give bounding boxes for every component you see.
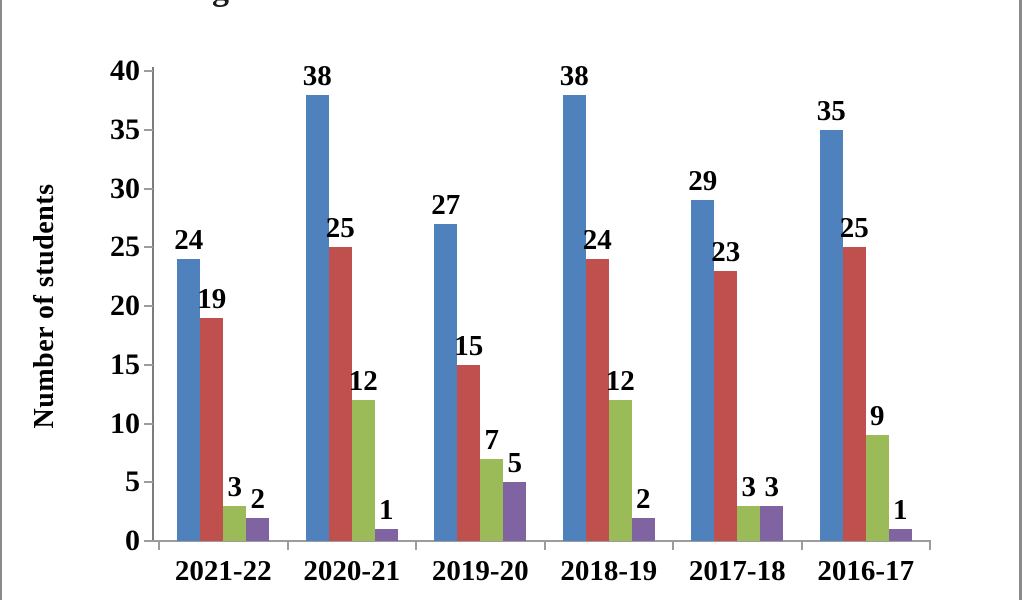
y-tick-label-10: 10 (110, 406, 140, 440)
bar-red-2018-19 (585, 259, 609, 541)
x-axis-label-2017-18: 2017-18 (688, 555, 786, 587)
bar-blue-2021-22 (177, 259, 201, 541)
y-tick-label-15: 15 (110, 347, 140, 381)
data-label-green-2021-22: 3 (227, 470, 243, 503)
bar-red-2016-17 (842, 247, 866, 541)
bar-purple-2016-17 (888, 529, 912, 541)
data-label-green-2020-21: 12 (348, 365, 378, 397)
data-label-purple-2018-19: 2 (636, 482, 651, 515)
data-label-blue-2017-18: 29 (688, 165, 718, 198)
y-tick-label-5: 5 (125, 465, 140, 499)
bar-green-2016-17 (865, 435, 889, 541)
x-tick-6 (929, 541, 931, 550)
bar-blue-2017-18 (691, 200, 715, 541)
bar-blue-2016-17 (819, 129, 843, 541)
bar-purple-2020-21 (374, 529, 398, 541)
y-tick-25 (144, 246, 153, 249)
y-tick-label-0: 0 (125, 524, 140, 557)
x-axis-label-2020-21: 2020-21 (303, 555, 401, 587)
x-tick-1 (286, 541, 289, 550)
data-label-purple-2017-18: 3 (764, 470, 780, 503)
y-tick-10 (144, 422, 153, 425)
bar-green-2017-18 (737, 505, 761, 541)
x-tick-0 (158, 541, 160, 550)
data-label-red-2021-22: 19 (197, 282, 227, 315)
data-label-blue-2016-17: 35 (816, 94, 846, 127)
bar-green-2018-19 (608, 400, 632, 541)
y-tick-0 (144, 540, 153, 542)
bar-red-2021-22 (200, 317, 224, 541)
x-tick-3 (543, 541, 546, 550)
data-label-purple-2020-21: 1 (379, 494, 394, 527)
x-tick-2 (415, 541, 417, 550)
bar-green-2019-20 (480, 458, 504, 541)
bar-green-2020-21 (351, 400, 375, 541)
bar-purple-2019-20 (503, 482, 527, 541)
x-axis-label-2019-20: 2019-20 (431, 555, 529, 587)
data-label-red-2018-19: 24 (582, 224, 612, 256)
bar-red-2020-21 (328, 247, 352, 541)
data-label-red-2019-20: 15 (454, 329, 484, 362)
x-axis-label-2021-22: 2021-22 (174, 555, 272, 587)
data-label-blue-2019-20: 27 (431, 188, 461, 221)
data-label-purple-2021-22: 2 (250, 482, 266, 515)
y-axis-title: Number of students (29, 183, 60, 429)
data-label-purple-2016-17: 1 (893, 494, 908, 527)
data-label-red-2020-21: 25 (325, 212, 355, 245)
y-tick-30 (144, 187, 153, 190)
bar-red-2019-20 (457, 364, 481, 541)
bar-red-2017-18 (714, 270, 738, 541)
chart-title-fragment-text: g (212, 0, 229, 7)
x-tick-5 (800, 541, 803, 550)
data-label-green-2018-19: 12 (605, 365, 635, 397)
y-tick-label-20: 20 (110, 289, 140, 322)
y-tick-20 (144, 305, 153, 307)
bar-purple-2018-19 (631, 517, 655, 541)
data-label-blue-2018-19: 38 (559, 59, 589, 92)
data-label-green-2017-18: 3 (741, 470, 757, 503)
y-tick-label-35: 35 (110, 112, 140, 146)
bar-blue-2018-19 (562, 94, 586, 541)
bar-green-2021-22 (223, 505, 247, 541)
y-tick-5 (144, 481, 153, 484)
y-tick-15 (144, 363, 153, 366)
data-label-red-2016-17: 25 (839, 212, 869, 245)
data-label-blue-2021-22: 24 (174, 224, 204, 256)
y-axis-line (152, 67, 154, 542)
bar-blue-2020-21 (305, 94, 329, 541)
data-label-blue-2020-21: 38 (302, 59, 332, 92)
y-tick-40 (144, 70, 153, 72)
y-tick-label-25: 25 (110, 230, 140, 264)
x-axis-line (152, 540, 931, 542)
data-label-green-2019-20: 7 (484, 423, 500, 456)
data-label-red-2017-18: 23 (711, 235, 741, 268)
y-tick-label-30: 30 (110, 171, 140, 205)
y-tick-35 (144, 128, 153, 131)
data-label-purple-2019-20: 5 (507, 447, 523, 480)
x-tick-4 (672, 541, 674, 550)
chart-title-fragment: g (206, 0, 254, 11)
bar-blue-2019-20 (434, 223, 458, 541)
y-tick-label-40: 40 (110, 54, 140, 87)
bar-purple-2017-18 (760, 505, 784, 541)
bar-purple-2021-22 (246, 517, 270, 541)
x-axis-label-2018-19: 2018-19 (560, 555, 658, 587)
data-label-green-2016-17: 9 (870, 400, 885, 433)
x-axis-label-2016-17: 2016-17 (817, 555, 915, 587)
